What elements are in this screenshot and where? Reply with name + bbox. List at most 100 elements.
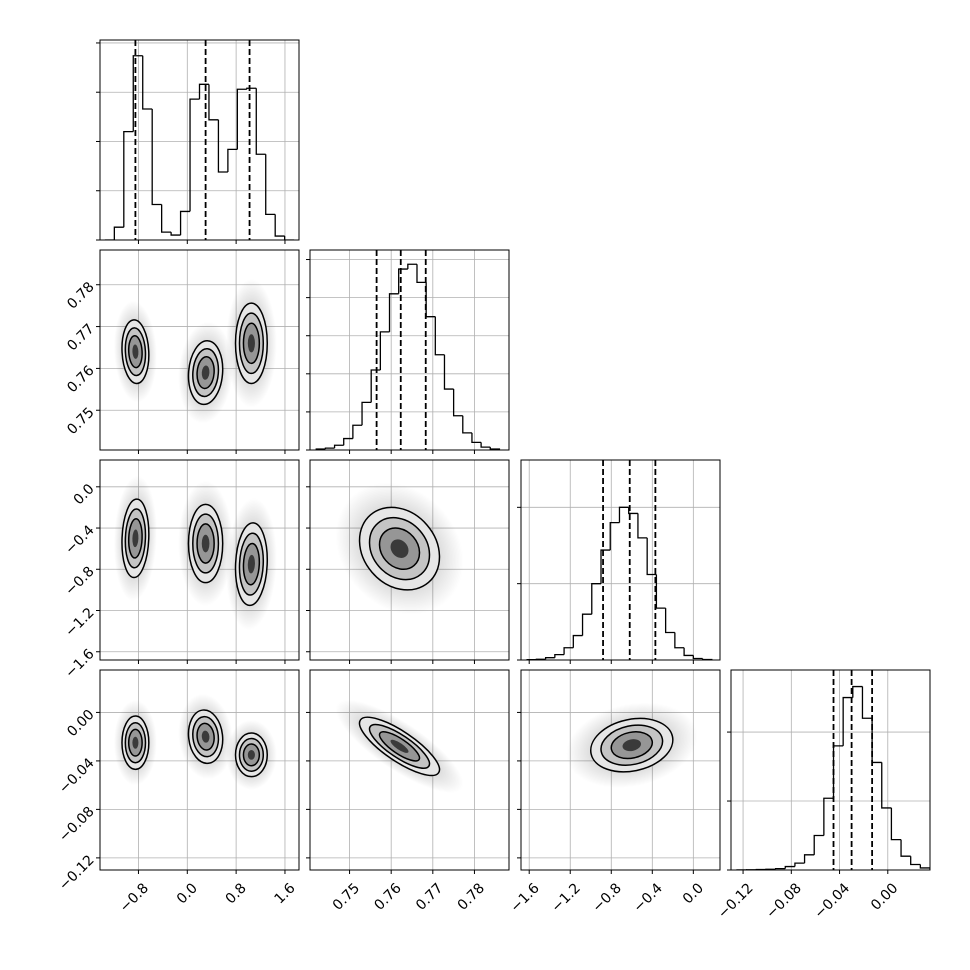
panel-frame: [520, 669, 721, 871]
y-tick-label: −0.08: [56, 804, 98, 846]
x-tick-label: 0.00: [868, 880, 901, 913]
histogram-step: [832, 745, 844, 799]
histogram-step: [919, 864, 930, 870]
x-tick-label: 0.0: [680, 880, 707, 907]
histogram-panel: [521, 460, 720, 660]
panel-frame: [309, 249, 510, 451]
density-contour: [201, 730, 210, 743]
histogram-step: [333, 444, 344, 449]
histogram-step: [572, 634, 583, 648]
histogram-step: [416, 264, 427, 284]
histogram-step: [227, 148, 238, 173]
histogram-step: [217, 119, 228, 173]
density-contour: [247, 334, 255, 353]
y-tick-label: −0.4: [62, 522, 97, 557]
histogram-step: [255, 88, 266, 155]
panel-frame: [520, 459, 721, 661]
histogram-step: [198, 83, 209, 100]
x-tick-label: 0.78: [455, 880, 488, 913]
histogram-step: [480, 442, 491, 448]
histogram-step: [443, 354, 454, 390]
histogram-step: [609, 521, 620, 551]
histogram-step: [284, 236, 295, 240]
histogram-step: [352, 424, 363, 439]
panel-frame: [730, 669, 931, 871]
histogram-step: [794, 862, 805, 867]
density-contour: [132, 736, 139, 749]
histogram-step: [842, 696, 853, 746]
histogram-step: [425, 282, 436, 318]
histogram-step: [132, 55, 143, 132]
y-tick-label: −1.2: [62, 605, 97, 640]
density-contour: [390, 539, 409, 558]
histogram-step: [236, 88, 247, 150]
histogram-panel: [731, 670, 930, 870]
histogram-step: [683, 647, 694, 657]
histogram-step: [871, 718, 882, 764]
panel-frame: [99, 39, 300, 241]
y-tick-label: 0.0: [71, 481, 98, 508]
histogram-step: [563, 647, 574, 655]
histogram-step: [246, 87, 257, 90]
density-panel: [310, 460, 509, 660]
histogram-step: [462, 415, 472, 434]
histogram-step: [591, 583, 602, 615]
y-tick-label: 0.77: [64, 321, 97, 354]
histogram-step: [784, 865, 795, 869]
x-tick-label: 0.77: [413, 880, 446, 913]
histogram-step: [170, 232, 181, 236]
x-tick-label: −0.04: [812, 880, 854, 922]
histogram-step: [646, 537, 657, 576]
histogram-step: [544, 657, 555, 660]
histogram-step: [142, 55, 153, 110]
x-tick-label: −0.8: [590, 880, 625, 915]
density-contour: [247, 554, 255, 574]
histogram-step: [628, 507, 638, 515]
histogram-step: [554, 654, 565, 658]
panel-frame: [309, 459, 510, 661]
histogram-step: [881, 762, 892, 809]
histogram-step: [265, 154, 276, 216]
x-tick-label: −1.2: [548, 880, 583, 915]
x-tick-label: −0.4: [631, 880, 666, 915]
histogram-panel: [100, 40, 299, 240]
x-tick-label: 0.76: [371, 880, 404, 913]
histogram-step: [674, 632, 685, 649]
density-contour: [201, 365, 210, 380]
x-tick-label: −1.6: [507, 880, 542, 915]
histogram-step: [692, 655, 703, 660]
density-contour: [247, 749, 255, 760]
y-tick-label: 0.76: [64, 363, 97, 396]
histogram-step: [189, 98, 200, 212]
histogram-step: [208, 84, 219, 121]
x-tick-label: −0.8: [117, 880, 152, 915]
histogram-step: [179, 210, 191, 236]
density-panel: [100, 670, 299, 870]
density-contour: [132, 344, 139, 359]
panel-frame: [99, 669, 300, 871]
histogram-step: [388, 293, 399, 332]
y-tick-label: 0.00: [64, 707, 97, 740]
histogram-step: [861, 686, 873, 719]
x-tick-label: −0.08: [763, 880, 805, 922]
histogram-step: [113, 226, 124, 240]
panel-frame: [99, 249, 300, 451]
histogram-step: [823, 797, 834, 836]
histogram-step: [398, 268, 408, 294]
x-tick-label: 0.75: [330, 880, 363, 913]
x-tick-label: 1.6: [272, 880, 299, 907]
panel-frame: [309, 669, 510, 871]
density-panel: [100, 460, 299, 660]
histogram-step: [890, 807, 902, 841]
histogram-step: [813, 834, 824, 855]
histogram-step: [852, 685, 863, 698]
histogram-step: [774, 867, 786, 870]
histogram-step: [343, 437, 353, 446]
histogram-step: [581, 613, 592, 636]
histogram-panel: [310, 250, 509, 450]
x-tick-label: 0.0: [174, 880, 201, 907]
histogram-step: [910, 856, 921, 866]
histogram-step: [655, 574, 666, 609]
histogram-step: [161, 204, 172, 233]
